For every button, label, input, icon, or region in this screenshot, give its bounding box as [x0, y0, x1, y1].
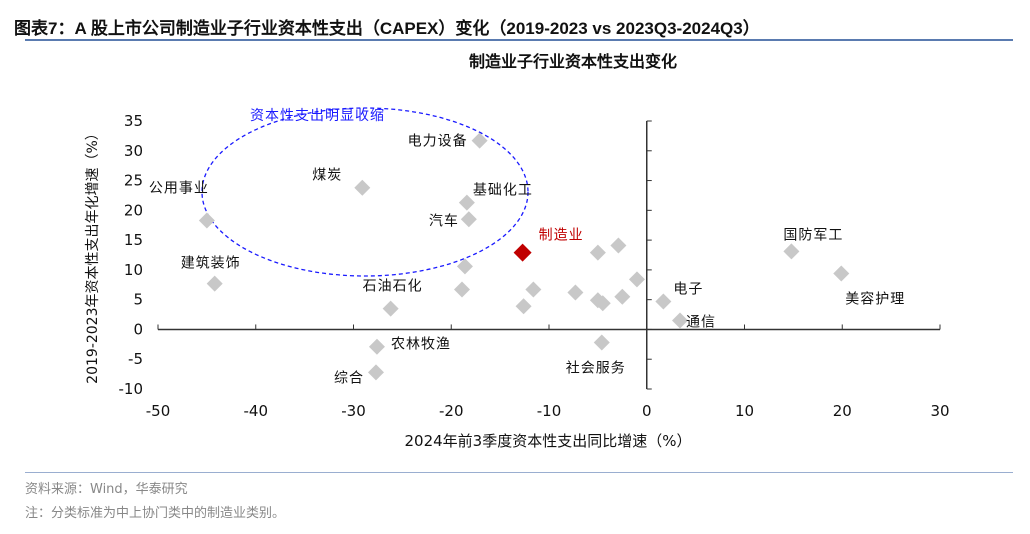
data-point: [382, 300, 399, 317]
x-tick-label: 0: [642, 402, 652, 420]
data-point: [589, 244, 606, 261]
x-axis-label: 2024年前3季度资本性支出同比增速（%）: [405, 432, 692, 450]
point-label: 农林牧渔: [391, 337, 451, 353]
x-tick-label: 30: [930, 402, 949, 420]
data-point: [833, 265, 850, 282]
data-point: [515, 298, 532, 315]
footnote: 注：分类标准为中上协门类中的制造业类别。: [25, 506, 286, 521]
point-label: 煤炭: [312, 168, 342, 184]
contraction-ellipse: [201, 107, 529, 277]
x-tick-label: -40: [244, 402, 269, 420]
data-point: [594, 295, 611, 312]
data-point: [368, 338, 385, 355]
point-label: 社会服务: [566, 361, 626, 377]
data-point: [671, 312, 688, 329]
data-point: [206, 275, 223, 292]
point-label: 通信: [686, 315, 716, 331]
y-tick-label: 0: [133, 320, 143, 338]
point-label: 公用事业: [149, 180, 209, 196]
y-tick-label: 10: [124, 261, 143, 279]
point-label: 国防军工: [783, 227, 843, 243]
y-tick-label: 15: [124, 231, 143, 249]
y-tick-label: 35: [124, 112, 143, 130]
data-point: [655, 293, 672, 310]
data-point: [454, 281, 471, 298]
data-point: [367, 364, 384, 381]
data-point: [593, 334, 610, 351]
data-point: [513, 243, 532, 262]
source-note: 资料来源：Wind，华泰研究: [25, 482, 188, 497]
x-tick-label: -20: [439, 402, 464, 420]
point-label: 建筑装饰: [181, 256, 241, 272]
x-tick-label: -30: [341, 402, 366, 420]
point-label: 美容护理: [845, 290, 905, 307]
data-point: [610, 237, 627, 254]
y-tick-label: 5: [133, 291, 143, 309]
y-tick-label: -5: [128, 350, 143, 368]
figure-title: 图表7：A 股上市公司制造业子行业资本性支出（CAPEX）变化（2019-202…: [14, 19, 760, 38]
data-point: [456, 258, 473, 275]
title-divider: [25, 39, 1013, 41]
x-tick-label: -10: [537, 402, 562, 420]
point-label: 电子: [673, 281, 703, 297]
point-label: 汽车: [429, 212, 459, 229]
data-point: [783, 243, 800, 260]
data-point: [525, 281, 542, 298]
point-label: 综合: [334, 370, 364, 386]
point-label: 电力设备: [408, 133, 468, 150]
y-tick-label: 30: [124, 142, 143, 160]
data-point: [567, 284, 584, 301]
data-point: [458, 194, 475, 211]
data-point: [354, 179, 371, 196]
x-tick-label: 10: [735, 402, 754, 420]
ellipse-annotation: 资本性支出明显收缩: [250, 108, 385, 124]
y-tick-label: -10: [119, 380, 144, 398]
x-tick-label: -50: [146, 402, 171, 420]
footer-divider: [25, 472, 1013, 473]
data-point: [614, 288, 631, 305]
data-point: [460, 211, 477, 228]
data-point: [471, 132, 488, 149]
y-axis-label: 2019-2023年资本性支出年化增速（%）: [85, 126, 101, 384]
point-label: 基础化工: [473, 182, 533, 199]
y-tick-label: 25: [124, 172, 143, 190]
x-tick-label: 20: [833, 402, 852, 420]
chart-title: 制造业子行业资本性支出变化: [469, 52, 677, 71]
y-tick-label: 20: [124, 201, 143, 219]
data-point: [628, 271, 645, 288]
point-label: 制造业: [539, 228, 584, 244]
point-label: 石油石化: [363, 279, 423, 295]
data-point: [198, 212, 215, 229]
